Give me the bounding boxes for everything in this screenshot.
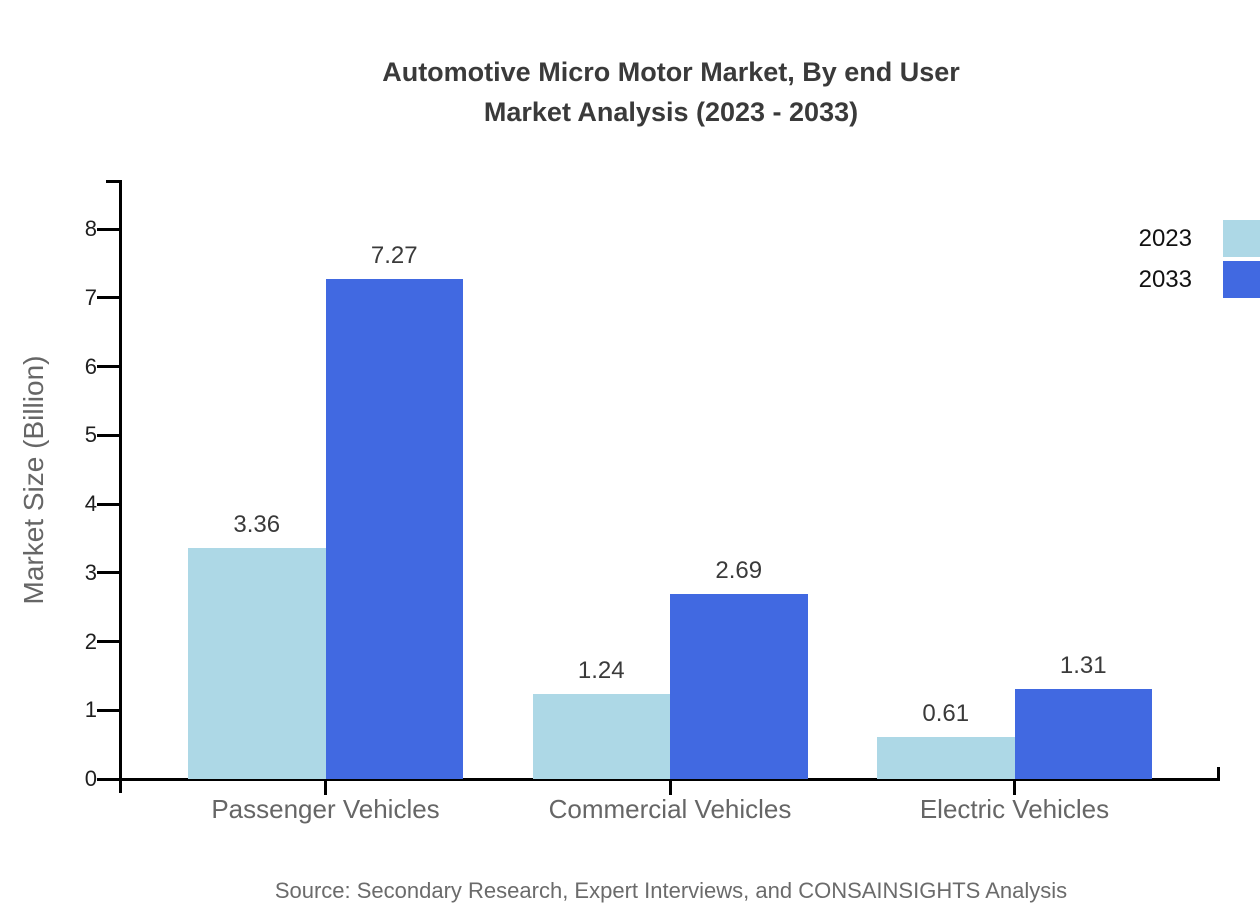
category-label: Passenger Vehicles	[211, 794, 440, 824]
bar-value-label: 3.36	[233, 511, 281, 538]
y-tick-mark	[97, 777, 119, 781]
y-tick-label: 2	[84, 628, 97, 654]
bar-2023-1	[532, 693, 670, 779]
y-axis-spine	[119, 180, 122, 793]
y-tick-mark	[97, 571, 119, 575]
x-tick-mark	[324, 780, 327, 795]
y-tick-mark	[97, 640, 119, 643]
y-tick-mark	[97, 227, 119, 231]
bar-value-label: 2.69	[715, 557, 763, 585]
legend-label: 2033	[1138, 266, 1192, 293]
y-tick-mark	[97, 296, 119, 300]
y-tick-label: 7	[84, 284, 97, 310]
legend-swatch-icon	[1223, 220, 1260, 257]
bar-value-label: 1.31	[1059, 651, 1107, 679]
y-tick-label: 5	[84, 422, 97, 448]
bar-value-label: 0.61	[922, 700, 970, 728]
chart-title-line2: Market Analysis (2023 - 2033)	[483, 97, 859, 127]
y-tick-label: 1	[84, 697, 97, 723]
x-tick-mark	[668, 780, 672, 795]
bar-2033-1	[670, 594, 808, 779]
y-tick-label: 0	[84, 766, 97, 791]
source-note: Source: Secondary Research, Expert Inter…	[274, 878, 1068, 903]
bar-2033-2	[1014, 688, 1152, 779]
y-tick-mark	[97, 502, 119, 506]
bar-2033-0	[325, 279, 463, 779]
y-axis-title: Market Size (Billion)	[18, 355, 49, 605]
legend-label: 2023	[1138, 225, 1192, 252]
x-tick-mark	[1013, 780, 1016, 795]
y-tick-mark	[97, 708, 119, 712]
y-tick-label: 8	[84, 216, 97, 241]
bar-2023-0	[188, 548, 326, 779]
y-tick-mark	[97, 433, 119, 437]
bar-2023-2	[877, 737, 1015, 779]
category-label: Commercial Vehicles	[548, 794, 792, 824]
y-tick-mark	[97, 365, 119, 368]
legend-swatch-icon	[1223, 261, 1260, 298]
x-axis-endcap	[1217, 767, 1220, 779]
x-axis-line	[119, 778, 1220, 781]
y-tick-label: 6	[84, 353, 97, 379]
y-tick-label: 4	[84, 491, 97, 516]
y-tick-label: 3	[84, 559, 97, 585]
y-axis-endcap	[106, 180, 120, 183]
bar-value-label: 1.24	[577, 656, 625, 684]
chart-title: Automotive Micro Motor Market, By end Us…	[41, 52, 1260, 132]
bar-value-label: 7.27	[370, 242, 418, 270]
chart-title-line1: Automotive Micro Motor Market, By end Us…	[382, 57, 960, 87]
category-label: Electric Vehicles	[919, 794, 1110, 824]
